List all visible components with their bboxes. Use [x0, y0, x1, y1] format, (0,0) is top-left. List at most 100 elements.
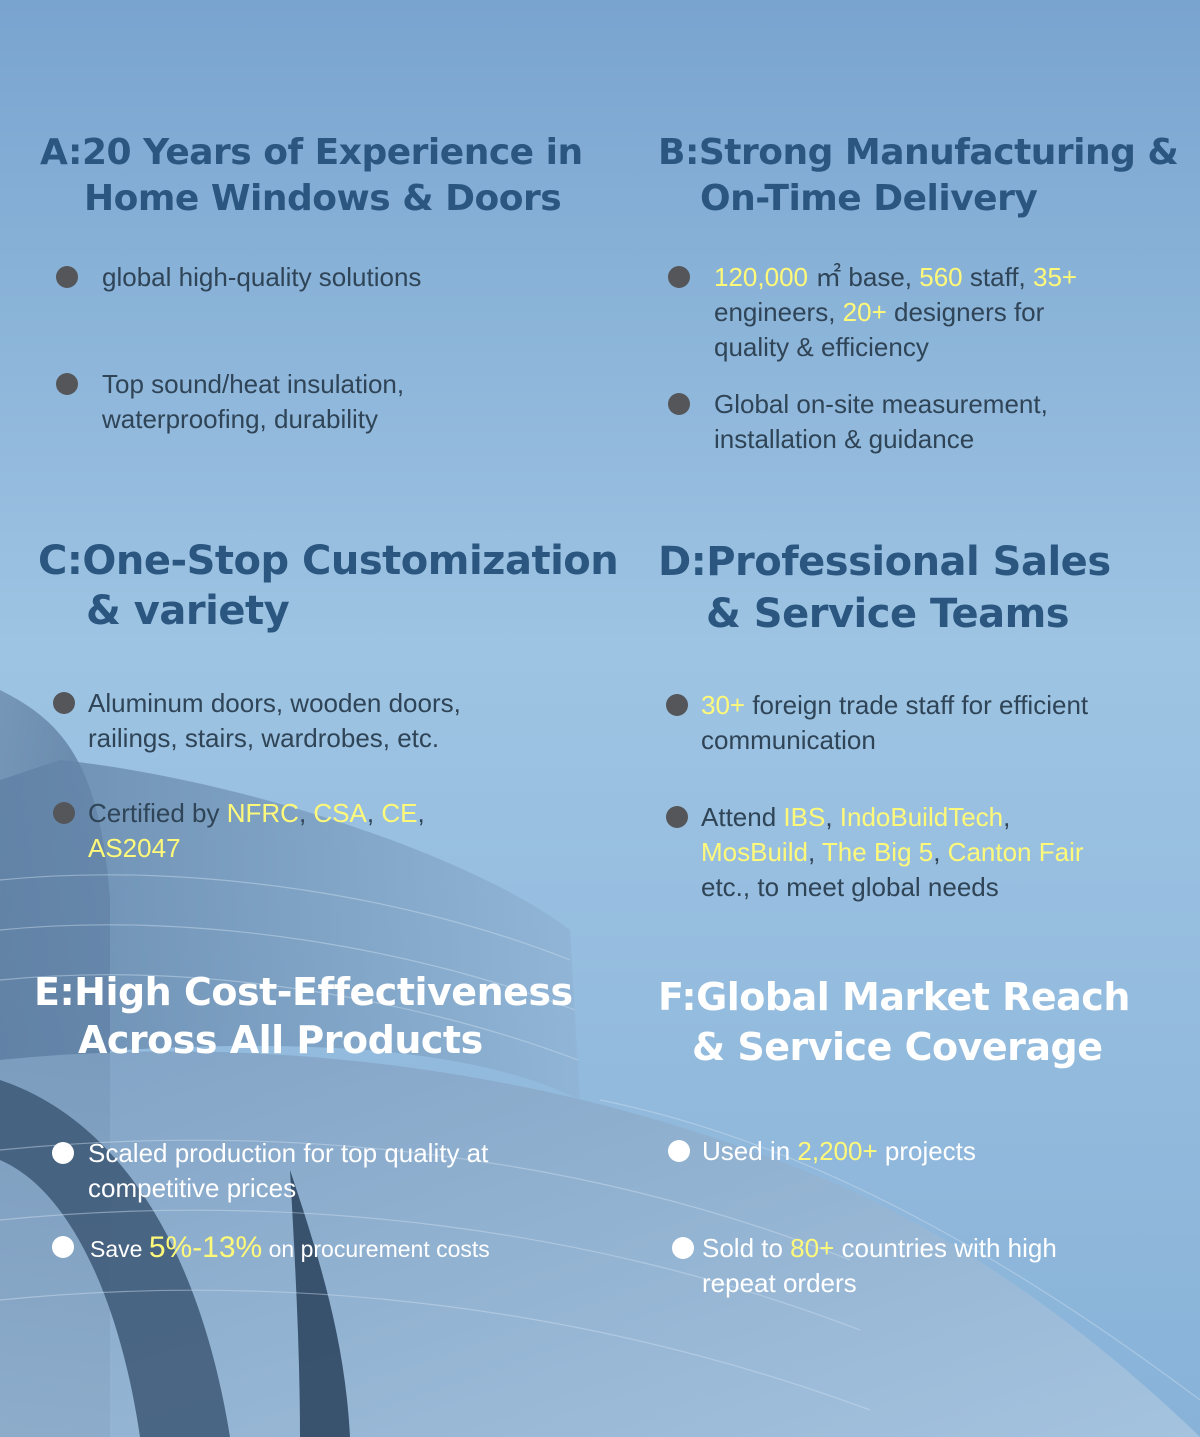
section-e-title: E:High Cost-Effectiveness Across All Pro…	[34, 968, 634, 1064]
section-f-bullet-1-text-1: Used in	[702, 1136, 798, 1166]
section-f-bullet-2-text-2: countries with high	[834, 1233, 1057, 1263]
bullet-dot-icon	[668, 1140, 690, 1162]
bullet-dot-icon	[53, 802, 75, 824]
section-b-letter: B:	[658, 132, 699, 173]
section-c-bullet-1: Aluminum doors, wooden doors, railings, …	[53, 686, 628, 756]
section-e: E:High Cost-Effectiveness Across All Pro…	[34, 968, 634, 1267]
separator: ,	[366, 798, 382, 828]
section-a-bullet-1: global high-quality solutions	[56, 260, 600, 295]
section-a-title-line2: Home Windows & Doors	[84, 178, 562, 219]
section-a-bullet-2-line1: Top sound/heat insulation,	[102, 369, 405, 399]
section-b-bullet-1-text-4: designers for	[886, 297, 1045, 327]
section-f-bullet-1: Used in 2,200+ projects	[668, 1134, 1193, 1169]
expo-big5: The Big 5	[821, 837, 934, 867]
section-a-bullet-2-line2: waterproofing, durability	[102, 404, 379, 434]
separator: ,	[1003, 802, 1011, 832]
section-a-letter: A:	[40, 132, 82, 173]
section-e-bullet-1-line2: competitive prices	[88, 1173, 297, 1203]
section-f-title-line2: & Service Coverage	[692, 1025, 1103, 1069]
expo-ibs: IBS	[783, 802, 826, 832]
section-a-title-line1: 20 Years of Experience in	[81, 132, 583, 173]
section-a-bullet-1-text: global high-quality solutions	[102, 262, 422, 292]
section-a-bullet-2: Top sound/heat insulation, waterproofing…	[56, 367, 600, 437]
section-b-bullet-1-text-2: staff,	[962, 262, 1033, 292]
bullet-dot-icon	[668, 266, 690, 288]
stat-engineers: 35+	[1033, 262, 1078, 292]
stat-projects: 2,200+	[797, 1136, 878, 1166]
section-c-bullet-2-text: Certified by	[88, 798, 227, 828]
expo-mosbuild: MosBuild	[701, 837, 808, 867]
cert-as2047: AS2047	[88, 833, 181, 863]
section-c-bullet-2: Certified by NFRC, CSA, CE, AS2047	[53, 796, 628, 866]
bullet-dot-icon	[52, 1236, 74, 1258]
section-f-bullet-1-text-2: projects	[877, 1136, 976, 1166]
section-b-bullet-1-text-1: ㎡ base,	[807, 262, 920, 292]
section-b-bullet-1-text-3: engineers,	[714, 297, 843, 327]
section-f-title-line1: Global Market Reach	[696, 975, 1130, 1019]
bullet-dot-icon	[672, 1237, 694, 1259]
stat-area: 120,000	[714, 262, 808, 292]
separator: ,	[807, 837, 822, 867]
separator: ,	[298, 798, 314, 828]
section-a: A:20 Years of Experience in Home Windows…	[40, 130, 600, 437]
expo-indobuildtech: IndoBuildTech	[839, 802, 1004, 832]
section-e-title-line2: Across All Products	[78, 1018, 483, 1062]
section-b-bullet-2-line1: Global on-site measurement,	[714, 389, 1048, 419]
section-d-letter: D:	[658, 539, 707, 585]
section-b-bullet-2-line2: installation & guidance	[714, 424, 975, 454]
section-b-title-line2: On-Time Delivery	[700, 178, 1038, 219]
bullet-dot-icon	[666, 694, 688, 716]
section-f-bullet-2-text-3: repeat orders	[702, 1268, 857, 1298]
section-c-title: C:One-Stop Customization & variety	[38, 536, 628, 636]
section-d-bullet-2-text-2: etc., to meet global needs	[701, 872, 999, 902]
stat-trade-staff: 30+	[701, 690, 746, 720]
section-e-bullet-2-text-2: on procurement costs	[262, 1236, 490, 1262]
section-e-title-line1: High Cost-Effectiveness	[74, 970, 573, 1014]
expo-canton-fair: Canton Fair	[947, 837, 1084, 867]
bullet-dot-icon	[53, 692, 75, 714]
cert-nfrc: NFRC	[226, 798, 299, 828]
bullet-dot-icon	[56, 373, 78, 395]
section-b: B:Strong Manufacturing & On-Time Deliver…	[658, 130, 1188, 457]
section-e-letter: E:	[34, 970, 75, 1014]
section-d-title-line1: Professional Sales	[706, 539, 1111, 585]
section-d-bullet-2-text-1: Attend	[701, 802, 784, 832]
separator: ,	[933, 837, 948, 867]
stat-designers: 20+	[842, 297, 887, 327]
section-f-bullet-2-text-1: Sold to	[702, 1233, 791, 1263]
bullet-dot-icon	[56, 266, 78, 288]
section-c: C:One-Stop Customization & variety Alumi…	[38, 536, 628, 866]
section-f-title: F:Global Market Reach & Service Coverage	[658, 972, 1193, 1072]
stat-savings: 5%-13%	[148, 1231, 263, 1264]
section-e-bullet-2: Save 5%-13% on procurement costs	[52, 1230, 634, 1267]
section-d-bullet-2: Attend IBS, IndoBuildTech, MosBuild, The…	[666, 800, 1193, 905]
section-d-bullet-1: 30+ foreign trade staff for efficient co…	[666, 688, 1193, 758]
section-e-bullet-2-text-1: Save	[90, 1236, 149, 1262]
section-b-bullet-1-text-5: quality & efficiency	[714, 332, 929, 362]
section-a-title: A:20 Years of Experience in Home Windows…	[40, 130, 600, 222]
section-d-bullet-1-text-2: communication	[701, 725, 876, 755]
section-d: D:Professional Sales & Service Teams 30+…	[658, 536, 1193, 905]
section-e-bullet-1-line1: Scaled production for top quality at	[88, 1138, 489, 1168]
section-c-title-line1: One-Stop Customization	[82, 538, 619, 584]
section-c-title-line2: & variety	[86, 588, 290, 634]
section-b-bullet-2: Global on-site measurement, installation…	[668, 387, 1188, 457]
section-b-title: B:Strong Manufacturing & On-Time Deliver…	[658, 130, 1188, 222]
cert-csa: CSA	[313, 798, 367, 828]
section-c-bullet-1-line1: Aluminum doors, wooden doors,	[88, 688, 461, 718]
stat-countries: 80+	[790, 1233, 835, 1263]
cert-ce: CE	[381, 798, 418, 828]
section-d-title-line2: & Service Teams	[706, 591, 1070, 637]
separator: ,	[417, 798, 425, 828]
bullet-dot-icon	[52, 1142, 74, 1164]
section-d-bullet-1-text-1: foreign trade staff for efficient	[745, 690, 1089, 720]
section-f-bullet-2: Sold to 80+ countries with high repeat o…	[672, 1231, 1193, 1301]
section-c-letter: C:	[38, 538, 83, 584]
bullet-dot-icon	[666, 806, 688, 828]
section-d-title: D:Professional Sales & Service Teams	[658, 536, 1193, 640]
bullet-dot-icon	[668, 393, 690, 415]
section-c-bullet-1-line2: railings, stairs, wardrobes, etc.	[88, 723, 440, 753]
section-e-bullet-1: Scaled production for top quality at com…	[52, 1136, 634, 1206]
section-b-title-line1: Strong Manufacturing &	[698, 132, 1179, 173]
separator: ,	[825, 802, 840, 832]
